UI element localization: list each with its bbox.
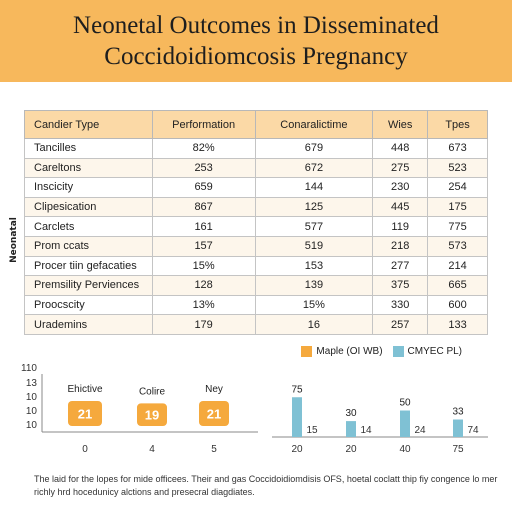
x-tick-label: 20 xyxy=(291,444,303,455)
table-cell: Careltons xyxy=(24,157,153,179)
table-cell: 277 xyxy=(372,255,429,277)
category-label: Ehictive xyxy=(67,384,102,395)
x-tick-label: 4 xyxy=(149,444,155,455)
title-line-1: Neonetal Outcomes in Disseminated xyxy=(73,12,439,39)
table-cell: 375 xyxy=(372,275,429,296)
y-tick-label: 10 xyxy=(26,406,38,417)
y-tick-label: 110 xyxy=(21,363,37,374)
bar xyxy=(292,397,302,437)
x-tick-label: 20 xyxy=(345,444,357,455)
table-cell: 573 xyxy=(427,235,488,257)
table-cell: Proocscity xyxy=(24,294,153,316)
bar xyxy=(68,401,102,426)
legend-item: CMYEC PL) xyxy=(392,346,462,357)
bar-value-label: 24 xyxy=(414,425,426,436)
table-row: Careltons 253 672 275 523 xyxy=(24,157,488,179)
title-line-2: Coccidoidiomcosis Pregnancy xyxy=(104,43,408,70)
bar xyxy=(453,419,463,437)
table-body: Tancilles 82% 679 448 673 Careltons 253 672 275 5… xyxy=(24,138,488,335)
table-row: Prom ccats 157 519 218 573 xyxy=(24,235,488,257)
y-tick-label: 13 xyxy=(26,378,38,389)
legend-swatch xyxy=(301,346,313,357)
table-row: Urademins 179 16 257 133 xyxy=(24,314,488,335)
table-cell: 257 xyxy=(372,314,429,335)
bar-value-label: 14 xyxy=(360,425,372,436)
table-cell: Urademins xyxy=(24,314,153,335)
table-cell: 133 xyxy=(427,314,488,335)
title-banner: Neonetal Outcomes in Disseminated Coccid… xyxy=(0,0,512,82)
bar-value-label: 30 xyxy=(345,408,357,419)
x-tick-label: 40 xyxy=(399,444,411,455)
table-cell: 13% xyxy=(151,294,256,316)
column-header: Conaralictime xyxy=(254,110,374,139)
legend-item: Maple (OI WB) xyxy=(301,346,383,357)
bar-charts: 110 13 10 10 10 0 4 5 21 Ehictive 19 Colire 21 Ney 20 2… xyxy=(21,363,488,455)
table-cell: Premsility Perviences xyxy=(24,275,153,296)
bar-value-label: 50 xyxy=(399,398,411,409)
legend-swatch xyxy=(392,346,404,357)
table-row: Proocscity 13% 15% 330 600 xyxy=(24,294,488,316)
table-cell: 16 xyxy=(254,314,374,335)
table-cell: 125 xyxy=(254,196,374,218)
outcomes-table: Candier Type Performation Conaralictime Wie… xyxy=(24,110,488,335)
table-cell: 665 xyxy=(427,275,488,296)
legend-label: Maple (OI WB) xyxy=(316,346,383,357)
bar xyxy=(346,421,356,437)
bar-value-label: 19 xyxy=(145,408,159,423)
table-cell: 253 xyxy=(151,157,256,179)
table-cell: 157 xyxy=(151,235,256,257)
table-row: Clipesication 867 125 445 175 xyxy=(24,196,488,218)
x-tick-label: 75 xyxy=(452,444,464,455)
table-cell: 119 xyxy=(372,216,429,237)
table-cell: 275 xyxy=(372,157,429,179)
bar-value-label: 15 xyxy=(306,425,318,436)
table-row: Tancilles 82% 679 448 673 xyxy=(24,138,488,159)
table-cell: Clipesication xyxy=(24,196,153,218)
column-header: Wies xyxy=(372,110,429,139)
bar-value-label: 75 xyxy=(291,384,303,395)
column-header: Tpes xyxy=(427,110,488,139)
bar-value-label: 33 xyxy=(452,407,464,418)
table-cell: 218 xyxy=(372,235,429,257)
bar-value-label: 21 xyxy=(78,407,92,422)
bar-value-label: 21 xyxy=(207,407,221,422)
table-header-row: Candier Type Performation Conaralictime Wie… xyxy=(24,110,488,139)
x-tick-label: 5 xyxy=(211,444,217,455)
table-cell: 214 xyxy=(427,255,488,277)
bar xyxy=(400,410,410,437)
x-tick-label: 0 xyxy=(82,444,88,455)
category-label: Colire xyxy=(139,386,166,397)
category-label: Ney xyxy=(205,384,223,395)
table-cell: 179 xyxy=(151,314,256,335)
y-tick-label: 10 xyxy=(26,420,38,431)
bar-value-label: 74 xyxy=(467,425,479,436)
footnote: The laid for the lopes for mide officees… xyxy=(34,474,498,497)
table-cell: 867 xyxy=(151,196,256,218)
table-cell: 175 xyxy=(427,196,488,218)
table-cell: 673 xyxy=(427,138,488,159)
y-tick-label: 10 xyxy=(26,392,38,403)
table-cell: 600 xyxy=(427,294,488,316)
bar xyxy=(199,401,229,426)
table-cell: Tancilles xyxy=(24,138,153,159)
legend-label: CMYEC PL) xyxy=(407,346,462,357)
table-cell: 672 xyxy=(254,157,374,179)
table-cell: 139 xyxy=(254,275,374,296)
bar xyxy=(137,403,167,426)
column-header: Performation xyxy=(151,110,256,139)
table-cell: 523 xyxy=(427,157,488,179)
table-cell: 161 xyxy=(151,216,256,237)
chart-legend: Maple (OI WB) CMYEC PL) xyxy=(301,346,462,357)
